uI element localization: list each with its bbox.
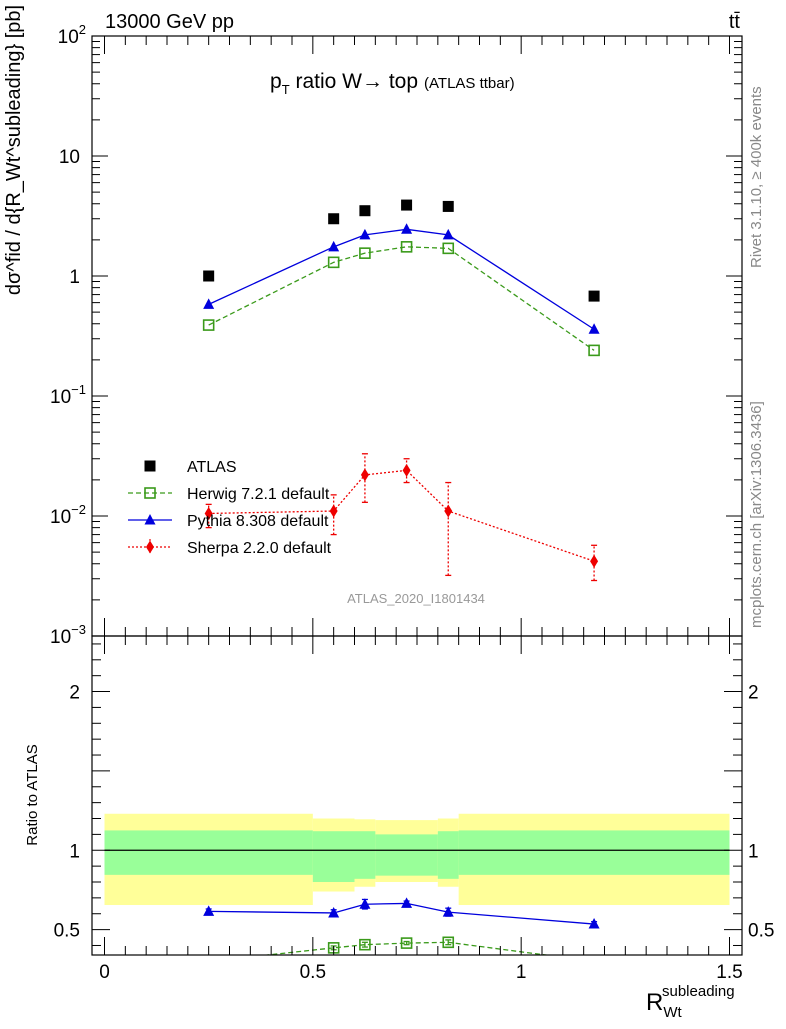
herwig-point: [400, 241, 413, 253]
ratio-y-tick-label-right: 1: [748, 841, 759, 862]
y-tick-label: 102: [58, 22, 86, 48]
x-tick-label: 0: [99, 962, 110, 983]
uncertainty-band-inner: [437, 831, 459, 879]
top-ylabel: dσ^fid / d{R_Wt^subleading} [pb]: [3, 5, 25, 295]
rivet-label: Rivet 3.1.10, ≥ 400k events: [748, 86, 765, 268]
uncertainty-band-inner: [312, 831, 355, 882]
legend-marker-herwig: [144, 487, 156, 499]
plot-title: pT ratio W→ top (ATLAS ttbar): [270, 70, 515, 97]
atlas-point: [401, 199, 413, 211]
legend-label-pythia: Pythia 8.308 default: [187, 513, 329, 530]
ratio-ylabel: Ratio to ATLAS: [24, 744, 41, 845]
ratio-y-tick-label: 0.5: [54, 921, 80, 942]
sherpa-point: [402, 463, 411, 477]
x-axis-label: RWt: [646, 989, 683, 1021]
uncertainty-band-inner: [104, 830, 313, 875]
legend-label-atlas: ATLAS: [187, 459, 237, 476]
pythia-point: [359, 228, 371, 240]
pythia-ratio-point: [401, 897, 413, 908]
sherpa-point: [444, 504, 453, 518]
pythia-ratio-point: [203, 905, 215, 916]
uncertainty-band-inner: [354, 831, 376, 879]
legend-label-herwig: Herwig 7.2.1 default: [187, 486, 330, 503]
pythia-ratio-point: [328, 906, 340, 918]
herwig-ratio-point: [204, 956, 214, 966]
ratio-y-tick-label: 1: [69, 841, 80, 862]
analysis-label: ATLAS_2020_I1801434: [347, 591, 485, 606]
legend-entry-pythia: Pythia 8.308 default: [128, 513, 329, 530]
atlas-point: [442, 200, 454, 212]
pythia-ratio-point: [359, 898, 371, 909]
x-tick-label: 1.5: [716, 962, 742, 983]
pythia-ratio-point: [588, 918, 600, 929]
site-label: mcplots.cern.ch [arXiv:1306.3436]: [748, 401, 765, 628]
pythia-point: [588, 323, 600, 334]
legend-marker-atlas: [144, 460, 156, 472]
uncertainty-band-inner: [375, 834, 438, 876]
process-label: tt̄: [729, 11, 741, 33]
atlas-point: [588, 290, 600, 302]
pythia-point: [203, 298, 215, 309]
atlas-point: [359, 205, 371, 217]
y-tick-label: 10−2: [50, 502, 86, 528]
herwig-ratio-point: [359, 938, 371, 951]
sherpa-point: [204, 506, 213, 520]
x-tick-label: 1: [516, 962, 527, 983]
legend-entry-atlas: ATLAS: [144, 459, 237, 476]
legend-label-sherpa: Sherpa 2.2.0 default: [187, 540, 332, 557]
pythia-point: [442, 228, 454, 240]
herwig-point: [442, 242, 455, 255]
energy-label: 13000 GeV pp: [105, 11, 234, 33]
herwig-point: [359, 247, 371, 259]
pythia-ratio-point: [442, 906, 454, 917]
herwig-ratio-point: [400, 937, 413, 949]
ratio-plot-frame: [91, 635, 743, 956]
sherpa-point: [329, 504, 338, 518]
legend-entry-sherpa: Sherpa 2.2.0 default: [128, 539, 332, 557]
herwig-line: [208, 246, 595, 351]
sherpa-line: [208, 469, 595, 562]
y-tick-label: 10−1: [50, 382, 86, 408]
herwig-ratio-point: [589, 956, 599, 966]
x-axis-label-sup: subleading: [662, 983, 735, 1000]
y-tick-label: 10: [59, 147, 80, 168]
herwig-point: [202, 319, 215, 331]
y-tick-label: 1: [69, 267, 80, 288]
legend-entry-herwig: Herwig 7.2.1 default: [128, 486, 330, 503]
top-ylabel-text: dσ^fid / d{R_Wt^subleading} [pb]: [3, 5, 25, 295]
herwig-ratio-point: [442, 936, 455, 949]
ratio-y-tick-label-right: 0.5: [748, 921, 774, 942]
x-tick-label: 0.5: [300, 962, 326, 983]
atlas-point: [328, 213, 340, 225]
pythia-point: [401, 223, 413, 234]
pythia-point: [328, 240, 340, 252]
sherpa-point: [360, 468, 369, 482]
sherpa-point: [590, 554, 599, 568]
herwig-point: [588, 344, 600, 357]
pythia-ratio-line: [208, 902, 595, 925]
ratio-y-tick-label: 2: [69, 683, 80, 704]
atlas-point: [203, 270, 215, 282]
y-tick-label: 10−3: [50, 622, 86, 648]
pythia-line: [208, 228, 595, 330]
uncertainty-band-inner: [458, 830, 730, 875]
ratio-y-tick-label-right: 2: [748, 683, 759, 704]
legend-marker-pythia: [144, 514, 156, 525]
herwig-point: [327, 256, 340, 269]
legend-marker-sherpa: [146, 540, 154, 554]
